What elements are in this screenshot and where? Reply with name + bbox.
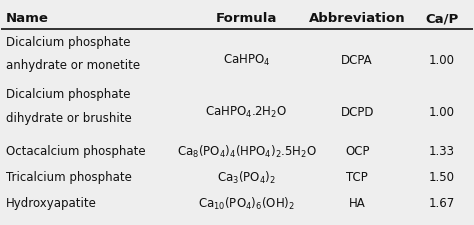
Text: Ca$_3$(PO$_4$)$_2$: Ca$_3$(PO$_4$)$_2$ [217, 170, 276, 186]
Text: CaHPO$_4$: CaHPO$_4$ [223, 53, 270, 68]
Text: HA: HA [349, 197, 365, 210]
Text: Tricalcium phosphate: Tricalcium phosphate [6, 171, 132, 184]
Text: Hydroxyapatite: Hydroxyapatite [6, 197, 97, 210]
Text: Ca/P: Ca/P [425, 13, 459, 25]
Text: Abbreviation: Abbreviation [309, 13, 405, 25]
Text: CaHPO$_4$.2H$_2$O: CaHPO$_4$.2H$_2$O [205, 105, 287, 120]
Text: TCP: TCP [346, 171, 368, 184]
Text: 1.50: 1.50 [429, 171, 455, 184]
Text: Name: Name [6, 13, 49, 25]
Text: dihydrate or brushite: dihydrate or brushite [6, 112, 132, 124]
Text: anhydrate or monetite: anhydrate or monetite [6, 59, 140, 72]
Text: DCPA: DCPA [341, 54, 373, 67]
Text: OCP: OCP [345, 145, 369, 158]
Text: DCPD: DCPD [340, 106, 374, 119]
Text: Dicalcium phosphate: Dicalcium phosphate [6, 88, 131, 101]
Text: Formula: Formula [216, 13, 277, 25]
Text: Ca$_8$(PO$_4$)$_4$(HPO$_4$)$_2$.5H$_2$O: Ca$_8$(PO$_4$)$_4$(HPO$_4$)$_2$.5H$_2$O [177, 144, 316, 160]
Text: 1.00: 1.00 [429, 106, 455, 119]
Text: 1.00: 1.00 [429, 54, 455, 67]
Text: Ca$_{10}$(PO$_4$)$_6$(OH)$_2$: Ca$_{10}$(PO$_4$)$_6$(OH)$_2$ [198, 196, 295, 212]
Text: Octacalcium phosphate: Octacalcium phosphate [6, 145, 146, 158]
Text: 1.33: 1.33 [429, 145, 455, 158]
Text: Dicalcium phosphate: Dicalcium phosphate [6, 36, 131, 49]
Text: 1.67: 1.67 [429, 197, 455, 210]
